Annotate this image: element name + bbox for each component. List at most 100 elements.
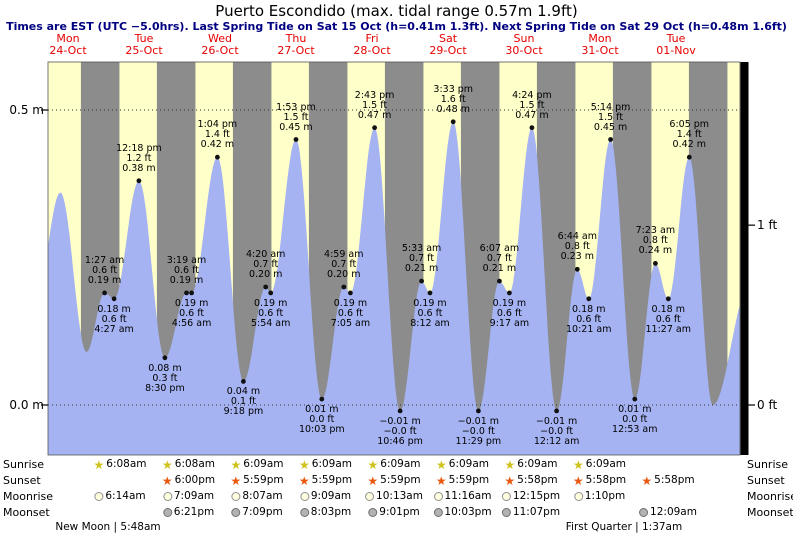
sunset-icon: ★ [435, 473, 447, 488]
sunset-time: 5:58pm [517, 474, 558, 486]
day-label: Mon 24-Oct [49, 32, 87, 57]
y-axis-label-left-top: 0.5 m [9, 103, 44, 117]
tide-low-label: 0.18 m 0.6 ft 10:21 am [566, 303, 612, 335]
tide-high-label: 1:04 pm 1.4 ft 0.42 m [197, 119, 238, 151]
tide-low-label: −0.01 m −0.0 ft 11:29 pm [455, 415, 502, 447]
sunset-row-label: Sunset [3, 474, 41, 487]
page-title: Puerto Escondido (max. tidal range 0.57m… [215, 2, 578, 20]
tide-extreme-dot [554, 408, 559, 414]
tide-high-label: 3:33 pm 1.6 ft 0.48 m [433, 83, 474, 115]
moonset-row-label: Moonset [3, 506, 50, 519]
moonset-row-label: Moonset [747, 506, 793, 519]
moon-phase-label: New Moon | 5:48am [55, 521, 161, 533]
moonrise-entry: 10:13am [365, 489, 423, 504]
moonrise-time: 10:13am [376, 490, 423, 502]
sunset-entry: ★ 5:59pm [367, 473, 420, 488]
moonset-time: 12:09am [650, 506, 697, 518]
sunrise-entry: ★ 6:08am [93, 457, 146, 472]
moonrise-time: 6:14am [105, 490, 146, 502]
sunrise-entry: ★ 6:09am [299, 457, 352, 472]
moonrise-icon [365, 492, 375, 501]
sunset-icon: ★ [298, 473, 310, 488]
day-label: Wed 26-Oct [201, 32, 239, 57]
sunset-time: 5:58pm [654, 474, 695, 486]
sunset-icon: ★ [572, 473, 584, 488]
moonset-entry: 7:09pm [231, 505, 283, 520]
sunrise-row-label: Sunrise [747, 458, 789, 471]
moonset-entry: 11:07pm [501, 505, 561, 520]
moonrise-time: 12:15pm [512, 490, 561, 502]
tide-extreme-dot [574, 266, 580, 272]
moonrise-entry: 11:16am [433, 489, 491, 504]
tide-high-label: 5:33 am 0.7 ft 0.21 m [401, 243, 442, 275]
tide-extreme-dot [586, 296, 592, 302]
moonset-icon [231, 508, 241, 517]
tide-low-label: 0.19 m 0.6 ft 9:17 am [489, 297, 530, 329]
tide-high-label: 6:44 am 0.8 ft 0.23 m [557, 231, 598, 263]
sunrise-time: 6:09am [585, 458, 627, 470]
day-label: Fri 28-Oct [353, 32, 391, 57]
sunset-entry: ★ 6:00pm [162, 473, 215, 488]
moonrise-icon [162, 492, 172, 501]
moonset-entry: 6:21pm [162, 505, 215, 520]
day-label: Thu 27-Oct [277, 32, 315, 57]
sunset-icon: ★ [504, 473, 516, 488]
moonrise-icon [573, 492, 583, 501]
tide-extreme-dot [268, 290, 274, 296]
moonset-time: 7:09pm [242, 506, 283, 518]
tide-high-label: 6:05 pm 1.4 ft 0.42 m [669, 119, 710, 151]
sunset-time: 6:00pm [174, 474, 216, 486]
sunrise-entry: ★ 6:09am [436, 457, 489, 472]
tide-extreme-dot [102, 290, 107, 296]
moonset-entry: 8:03pm [299, 505, 352, 520]
tide-low-label: 0.01 m 0.0 ft 10:03 pm [298, 404, 345, 436]
y-axis-label-left-bottom: 0.0 m [9, 398, 44, 412]
day-label: Tue 01-Nov [656, 32, 696, 57]
moonrise-entry: 9:09am [299, 489, 351, 504]
sunset-time: 5:59pm [243, 474, 284, 486]
right-axis-bar [740, 62, 749, 455]
sunset-entry: ★ 5:58pm [573, 473, 626, 488]
moonrise-icon [231, 492, 241, 501]
tide-extreme-dot [241, 379, 246, 384]
moonrise-entry: 8:07am [231, 489, 283, 504]
moonset-entry: 12:09am [639, 505, 697, 520]
moonset-entry: 9:01pm [368, 505, 420, 520]
day-label: Sun 30-Oct [505, 32, 543, 57]
tide-extreme-dot [111, 296, 117, 302]
moonset-time: 11:07pm [512, 506, 561, 518]
tide-high-label: 4:59 am 0.7 ft 0.20 m [324, 249, 364, 280]
tide-extreme-dot [293, 137, 299, 142]
moonset-icon [299, 508, 309, 517]
tide-high-label: 7:23 am 0.8 ft 0.24 m [635, 225, 676, 257]
tide-extreme-dot [450, 119, 456, 125]
tide-low-label: 0.18 m 0.6 ft 4:27 am [94, 303, 134, 335]
moonset-icon [162, 508, 172, 517]
moonset-time: 6:21pm [173, 506, 215, 518]
tide-extreme-dot [372, 125, 377, 131]
moonset-icon [368, 508, 378, 517]
sunset-entry: ★ 5:59pm [436, 473, 489, 488]
tide-extreme-dot [215, 154, 220, 160]
sunrise-icon: ★ [572, 457, 584, 472]
sunrise-time: 6:08am [174, 458, 216, 470]
moonrise-entry: 1:10pm [573, 489, 625, 504]
tide-high-label: 6:07 am 0.7 ft 0.21 m [479, 243, 520, 275]
sunrise-icon: ★ [504, 457, 516, 472]
moonset-icon [501, 508, 511, 517]
sunrise-time: 6:09am [311, 458, 353, 470]
moonset-time: 8:03pm [310, 506, 352, 518]
sunrise-time: 6:09am [517, 458, 558, 470]
tide-high-label: 4:24 pm 1.5 ft 0.47 m [512, 89, 552, 121]
tide-high-label: 12:18 pm 1.2 ft 0.38 m [116, 142, 162, 174]
moonset-icon [639, 508, 649, 517]
moonrise-icon [433, 492, 443, 501]
sunrise-icon: ★ [93, 457, 105, 472]
tide-extreme-dot [319, 396, 325, 402]
tide-low-label: 0.01 m 0.0 ft 12:53 am [612, 404, 658, 436]
tide-high-label: 4:20 am 0.7 ft 0.20 m [245, 249, 286, 280]
tide-low-label: −0.01 m −0.0 ft 10:46 pm [377, 415, 423, 447]
moonrise-row-label: Moonrise [3, 490, 53, 503]
page-subtitle: Times are EST (UTC −5.0hrs). Last Spring… [6, 20, 787, 33]
